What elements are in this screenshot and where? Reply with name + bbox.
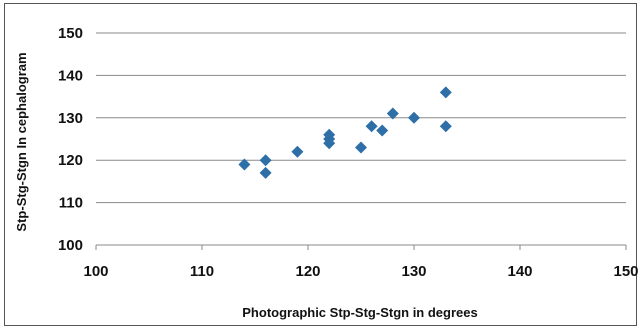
x-tick-label: 120 [295,263,320,280]
data-point [259,166,272,179]
chart-frame: 100 110 120 130 140 150 100 110 120 130 140 150 Ph… [4,3,638,326]
x-tick-label: 100 [83,263,108,280]
y-tick-labels: 100 110 120 130 140 150 [58,25,83,254]
scatter-plot: 100 110 120 130 140 150 100 110 120 130 140 150 Ph… [14,25,638,320]
x-tick-label: 130 [401,263,426,280]
x-tick-label: 140 [507,263,532,280]
x-tick-label: 150 [613,263,638,280]
y-tick-label: 130 [58,110,83,127]
data-point [376,124,389,137]
data-point [408,111,420,124]
data-points [238,86,452,179]
data-point [259,154,272,167]
x-axis-title: Photographic Stp-Stg-Stgn in degrees [242,305,477,320]
data-point [439,86,452,99]
x-tick-labels: 100 110 120 130 140 150 [83,263,638,280]
y-tick-label: 100 [58,237,83,254]
data-point [365,120,378,133]
data-point [439,120,452,133]
y-tick-label: 110 [59,195,83,212]
y-tick-label: 150 [58,25,83,42]
y-tick-label: 120 [58,152,83,169]
data-point [355,141,367,154]
y-axis-title: Stp-Stg-Stgn In cephalogram [14,52,29,231]
y-tick-label: 140 [58,67,83,84]
data-point [238,158,251,171]
data-point [291,145,304,158]
x-tick-label: 110 [190,263,214,280]
data-point [323,137,336,150]
data-point [386,107,399,120]
